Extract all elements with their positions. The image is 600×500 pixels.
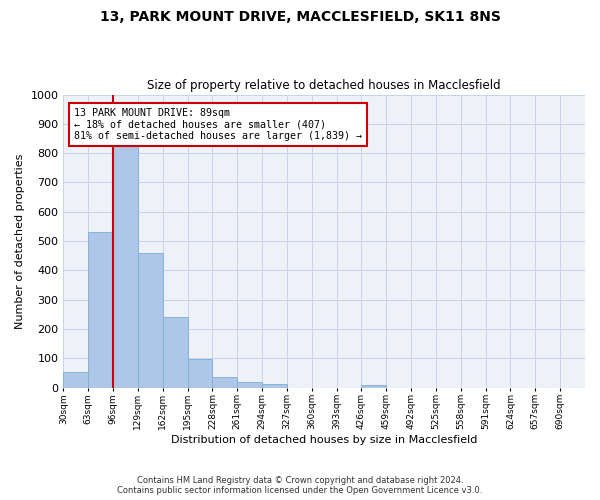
Bar bbox=[188, 359, 212, 388]
Bar bbox=[212, 378, 237, 388]
Bar bbox=[237, 382, 262, 388]
Bar bbox=[262, 384, 287, 388]
Text: 13, PARK MOUNT DRIVE, MACCLESFIELD, SK11 8NS: 13, PARK MOUNT DRIVE, MACCLESFIELD, SK11… bbox=[100, 10, 500, 24]
Y-axis label: Number of detached properties: Number of detached properties bbox=[15, 154, 25, 328]
Bar bbox=[64, 372, 88, 388]
Bar bbox=[113, 144, 138, 388]
Bar bbox=[138, 253, 163, 388]
Bar bbox=[361, 385, 386, 388]
Text: 13 PARK MOUNT DRIVE: 89sqm
← 18% of detached houses are smaller (407)
81% of sem: 13 PARK MOUNT DRIVE: 89sqm ← 18% of deta… bbox=[74, 108, 362, 141]
Bar bbox=[163, 317, 188, 388]
Text: Contains HM Land Registry data © Crown copyright and database right 2024.
Contai: Contains HM Land Registry data © Crown c… bbox=[118, 476, 482, 495]
X-axis label: Distribution of detached houses by size in Macclesfield: Distribution of detached houses by size … bbox=[171, 435, 478, 445]
Bar bbox=[88, 232, 113, 388]
Title: Size of property relative to detached houses in Macclesfield: Size of property relative to detached ho… bbox=[148, 79, 501, 92]
